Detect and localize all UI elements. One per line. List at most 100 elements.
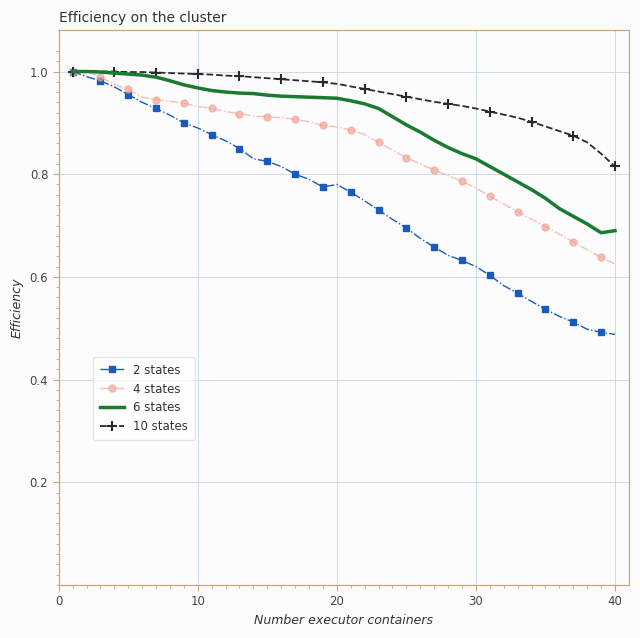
10 states — [264, 75, 271, 82]
6 states — [500, 170, 508, 178]
2 states — [83, 73, 90, 80]
10 states — [319, 78, 327, 86]
6 states — [528, 186, 536, 193]
2 states — [570, 318, 577, 326]
6 states — [277, 93, 285, 100]
6 states — [250, 90, 257, 98]
10 states — [221, 72, 229, 80]
10 states — [458, 102, 466, 110]
6 states — [221, 88, 229, 96]
2 states — [528, 298, 536, 306]
10 states — [97, 68, 104, 75]
2 states — [68, 68, 76, 75]
10 states — [597, 150, 605, 158]
2 states — [472, 263, 480, 271]
4 states — [611, 260, 619, 268]
X-axis label: Number executor containers: Number executor containers — [254, 614, 433, 627]
2 states — [388, 216, 396, 223]
4 states — [180, 100, 188, 107]
6 states — [264, 91, 271, 99]
2 states — [583, 325, 591, 333]
10 states — [208, 71, 216, 78]
6 states — [83, 68, 90, 75]
10 states — [611, 163, 619, 170]
6 states — [597, 229, 605, 237]
6 states — [458, 150, 466, 158]
6 states — [388, 113, 396, 121]
6 states — [333, 94, 340, 102]
4 states — [221, 108, 229, 115]
2 states — [375, 206, 383, 214]
4 states — [83, 68, 90, 75]
4 states — [403, 154, 410, 161]
6 states — [68, 68, 76, 75]
4 states — [375, 138, 383, 146]
6 states — [152, 73, 160, 81]
6 states — [403, 121, 410, 129]
4 states — [458, 177, 466, 185]
10 states — [403, 93, 410, 101]
6 states — [541, 195, 549, 202]
4 states — [388, 146, 396, 154]
10 states — [541, 122, 549, 130]
2 states — [221, 137, 229, 145]
6 states — [570, 212, 577, 220]
6 states — [319, 94, 327, 101]
10 states — [277, 75, 285, 83]
2 states — [361, 197, 369, 205]
4 states — [97, 73, 104, 80]
6 states — [375, 105, 383, 112]
4 states — [138, 93, 146, 101]
2 states — [319, 183, 327, 191]
6 states — [611, 227, 619, 235]
4 states — [541, 223, 549, 230]
6 states — [236, 89, 243, 97]
2 states — [138, 98, 146, 106]
10 states — [430, 98, 438, 106]
2 states — [97, 77, 104, 85]
4 states — [556, 230, 563, 238]
6 states — [361, 100, 369, 108]
10 states — [111, 68, 118, 75]
4 states — [68, 68, 76, 75]
6 states — [583, 220, 591, 228]
6 states — [514, 178, 522, 186]
10 states — [166, 70, 174, 77]
4 states — [444, 172, 452, 179]
2 states — [333, 181, 340, 188]
6 states — [124, 70, 132, 78]
2 states — [236, 145, 243, 152]
2 states — [347, 188, 355, 196]
Line: 2 states: 2 states — [69, 68, 618, 338]
4 states — [305, 118, 313, 126]
2 states — [208, 131, 216, 138]
2 states — [611, 330, 619, 338]
6 states — [305, 93, 313, 101]
2 states — [277, 163, 285, 170]
4 states — [166, 98, 174, 105]
4 states — [264, 113, 271, 121]
10 states — [180, 70, 188, 77]
10 states — [514, 114, 522, 122]
2 states — [597, 329, 605, 336]
Line: 6 states: 6 states — [72, 71, 615, 233]
6 states — [138, 71, 146, 79]
10 states — [583, 138, 591, 146]
10 states — [375, 87, 383, 95]
10 states — [124, 68, 132, 76]
Legend: 2 states, 4 states, 6 states, 10 states: 2 states, 4 states, 6 states, 10 states — [93, 357, 195, 440]
6 states — [180, 81, 188, 89]
10 states — [361, 85, 369, 93]
4 states — [417, 160, 424, 168]
6 states — [194, 84, 202, 92]
4 states — [597, 253, 605, 261]
6 states — [556, 205, 563, 212]
6 states — [486, 163, 493, 170]
4 states — [361, 131, 369, 138]
6 states — [111, 70, 118, 77]
6 states — [444, 144, 452, 151]
10 states — [305, 77, 313, 85]
4 states — [236, 110, 243, 117]
2 states — [417, 235, 424, 242]
6 states — [347, 97, 355, 105]
